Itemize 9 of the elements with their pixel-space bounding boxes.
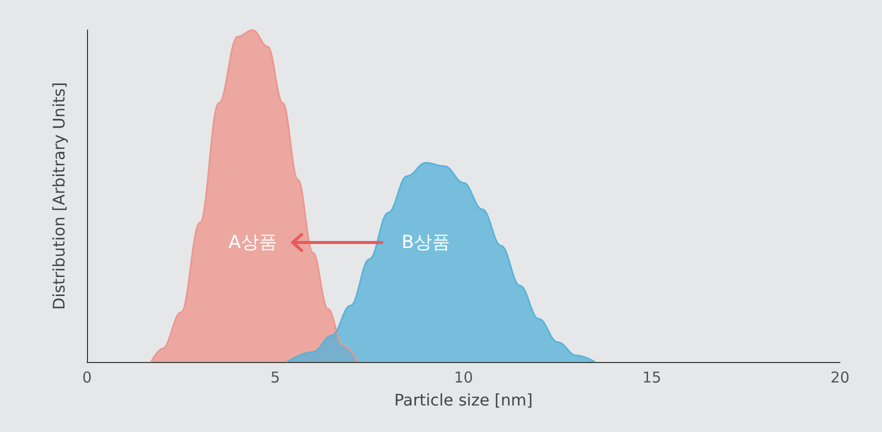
x-tick-label: 10 (454, 368, 474, 386)
series-label: B상품 (402, 232, 450, 253)
x-tick-label: 5 (270, 368, 280, 386)
series-label: A상품 (228, 232, 277, 253)
x-tick-label: 0 (82, 368, 92, 386)
x-tick-label: 20 (830, 368, 850, 386)
x-tick-label: 15 (642, 368, 662, 386)
x-axis-title: Particle size [nm] (394, 390, 533, 410)
y-axis-title: Distribution [Arbitrary Units] (50, 82, 68, 310)
